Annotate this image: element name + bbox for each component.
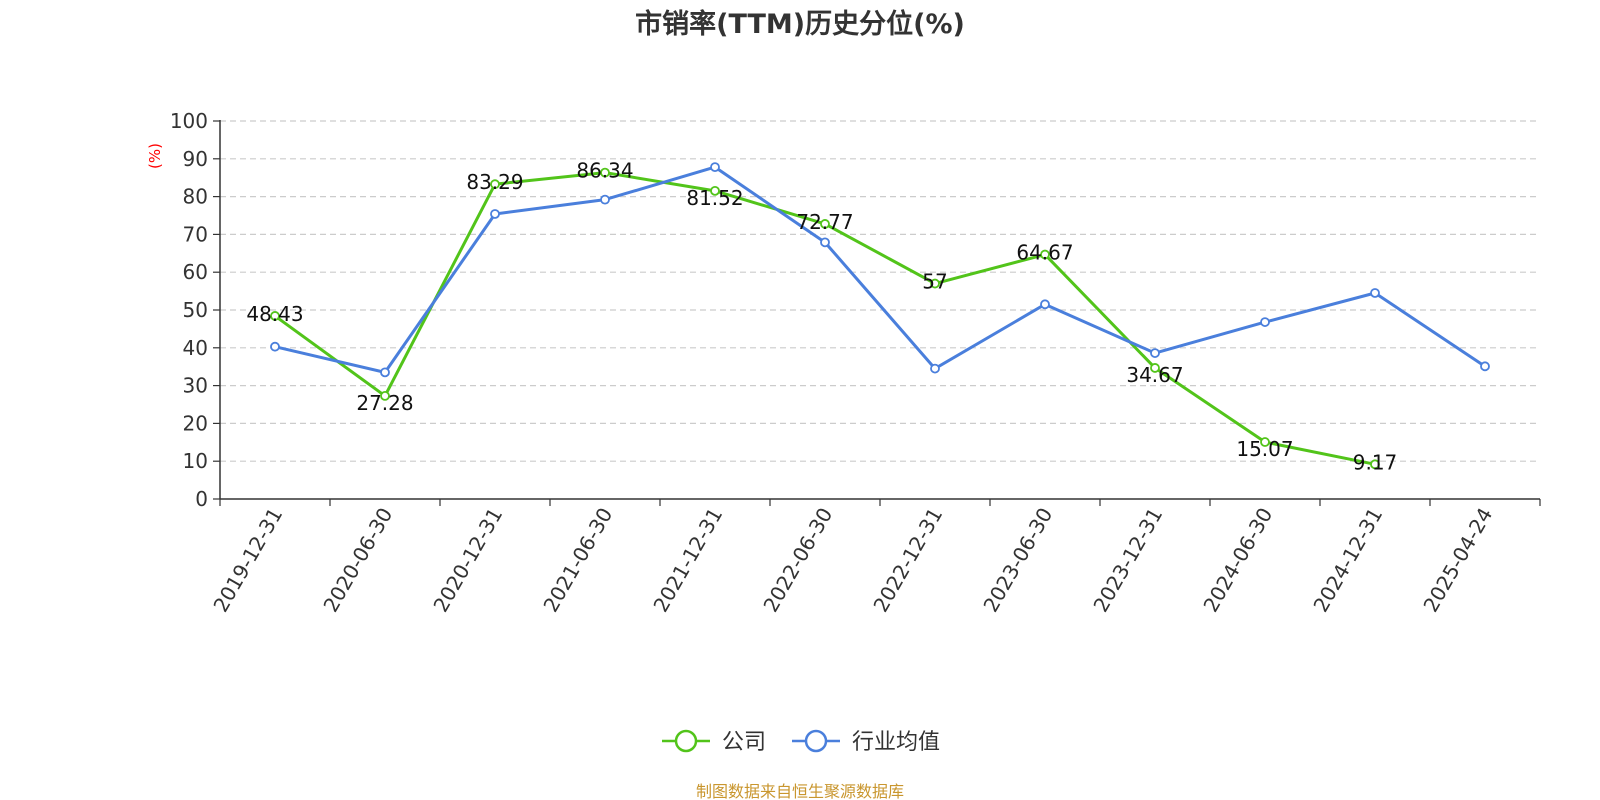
y-tick-label-80: 80 xyxy=(183,185,208,209)
x-tick-label-2022-12-31: 2022-12-31 xyxy=(868,504,947,617)
company-point-2021-12-31 xyxy=(710,185,720,196)
legend-item-industry-average[interactable]: 行业均值 xyxy=(792,729,940,755)
industry-point-2023-12-31 xyxy=(1150,348,1160,358)
y-tick-label-0: 0 xyxy=(195,487,208,511)
company-point-2022-12-31 xyxy=(930,278,940,289)
legend-company-marker xyxy=(674,729,698,753)
company-point-2024-06-30 xyxy=(1260,437,1270,447)
grid-lines xyxy=(220,120,1540,462)
x-tick-label-2024-12-31: 2024-12-31 xyxy=(1308,504,1387,617)
industry-point-2020-06-30 xyxy=(380,367,390,378)
legend[interactable]: 公司 行业均值 xyxy=(662,729,940,755)
y-axis-label: (%) xyxy=(146,143,164,169)
x-tick-label-2025-04-24: 2025-04-24 xyxy=(1418,504,1497,617)
legend-company-label: 公司 xyxy=(722,730,766,755)
industry-point-2019-12-31 xyxy=(270,341,280,352)
company-point-2021-06-30 xyxy=(600,167,610,178)
legend-industry-marker xyxy=(804,729,828,753)
industry-point-2025-04-24 xyxy=(1480,361,1490,372)
x-tick-label-2023-06-30: 2023-06-30 xyxy=(978,504,1057,617)
y-tick-label-40: 40 xyxy=(183,336,208,360)
company-point-2020-12-31 xyxy=(490,179,500,190)
company-point-2023-12-31 xyxy=(1150,363,1160,373)
company-point-2023-06-30 xyxy=(1040,249,1050,260)
data-label-2020-12-31: 83.29 xyxy=(466,170,523,194)
legend-industry-label: 行业均值 xyxy=(852,730,940,755)
x-tick-label-2024-06-30: 2024-06-30 xyxy=(1198,504,1277,617)
x-tick-label-2019-12-31: 2019-12-31 xyxy=(208,504,287,617)
legend-item-company[interactable]: 公司 xyxy=(662,729,766,755)
company-point-2024-12-31 xyxy=(1370,459,1380,470)
data-label-2024-06-30: 15.07 xyxy=(1236,437,1293,461)
industry-point-2021-06-30 xyxy=(600,194,610,205)
chart-title: 市销率(TTM)历史分位(%) xyxy=(635,8,965,40)
data-label-2021-06-30: 86.34 xyxy=(576,159,633,183)
x-tick-label-2022-06-30: 2022-06-30 xyxy=(758,504,837,617)
series-line-industry-average xyxy=(274,165,1486,374)
y-tick-label-60: 60 xyxy=(183,260,208,284)
x-tick-label-2021-06-30: 2021-06-30 xyxy=(538,504,617,617)
x-tick-label-2021-12-31: 2021-12-31 xyxy=(648,504,727,617)
y-axis: 0 10 20 30 40 50 60 70 80 90 100 xyxy=(170,109,221,511)
data-label-2020-06-30: 27.28 xyxy=(356,391,413,415)
industry-point-2020-12-31 xyxy=(490,209,500,219)
y-tick-label-10: 10 xyxy=(183,449,208,473)
y-tick-label-70: 70 xyxy=(183,222,208,246)
industry-point-2021-12-31 xyxy=(710,162,720,173)
series-layer xyxy=(270,162,1490,470)
data-label-2019-12-31: 48.43 xyxy=(246,302,303,326)
y-tick-label-20: 20 xyxy=(183,411,208,435)
data-source-note: 制图数据来自恒生聚源数据库 xyxy=(696,782,904,800)
x-tick-label-2020-12-31: 2020-12-31 xyxy=(428,504,507,617)
x-tick-label-2020-06-30: 2020-06-30 xyxy=(318,504,397,617)
y-tick-label-100: 100 xyxy=(170,109,208,133)
company-point-2022-06-30 xyxy=(820,219,830,229)
data-label-2023-12-31: 34.67 xyxy=(1126,363,1183,387)
data-label-2023-06-30: 64.67 xyxy=(1016,241,1073,265)
y-tick-label-30: 30 xyxy=(183,374,208,398)
industry-point-2024-12-31 xyxy=(1370,288,1380,298)
y-tick-label-50: 50 xyxy=(183,298,208,322)
industry-point-2022-12-31 xyxy=(930,363,940,374)
company-point-2020-06-30 xyxy=(380,390,390,401)
data-labels: 48.43 27.28 83.29 86.34 81.52 72.77 57 64.67 34.… xyxy=(246,159,1397,475)
data-label-2022-06-30: 72.77 xyxy=(796,210,853,234)
y-tick-label-90: 90 xyxy=(183,147,208,171)
company-point-2019-12-31 xyxy=(270,311,280,321)
industry-point-2023-06-30 xyxy=(1040,299,1050,310)
data-label-2024-12-31: 9.17 xyxy=(1353,450,1398,474)
data-label-2021-12-31: 81.52 xyxy=(686,186,743,210)
data-label-2022-12-31: 57 xyxy=(922,270,947,294)
x-tick-label-2023-12-31: 2023-12-31 xyxy=(1088,504,1167,617)
industry-point-2022-06-30 xyxy=(820,237,830,248)
industry-point-2024-06-30 xyxy=(1260,317,1270,327)
x-axis: 2019-12-31 2020-06-30 2020-12-31 2021-06-30… xyxy=(208,498,1541,617)
